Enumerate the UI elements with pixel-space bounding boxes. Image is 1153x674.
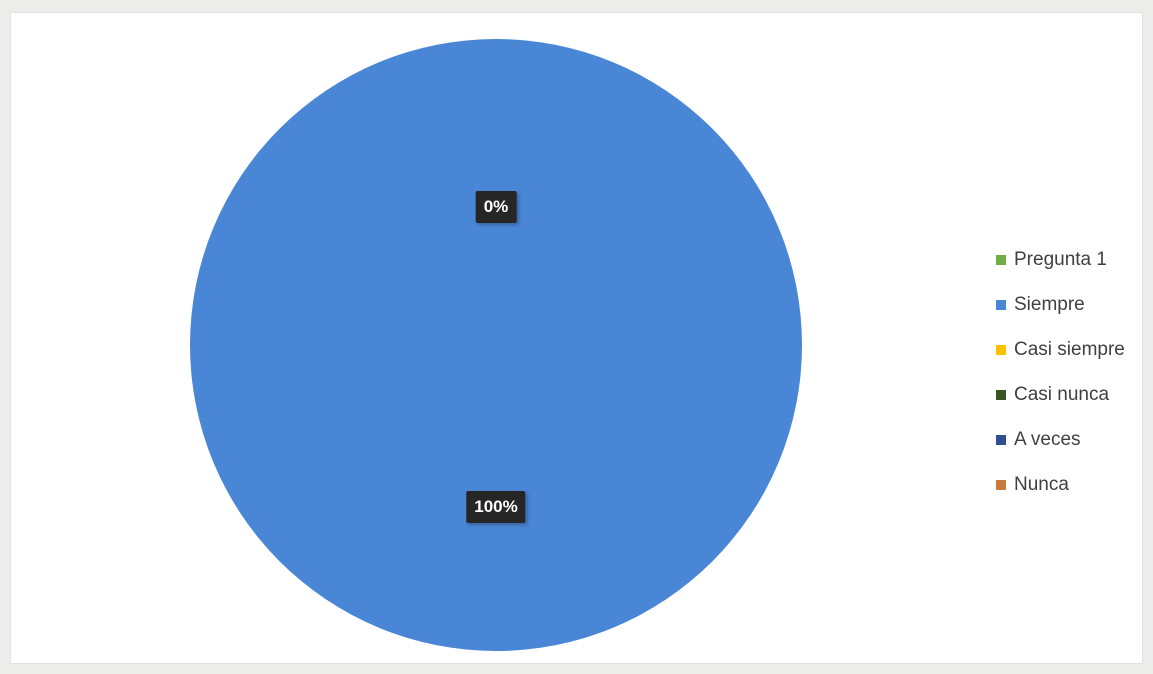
legend-item-pregunta-1: Pregunta 1	[996, 237, 1125, 282]
legend-item-casi-siempre: Casi siempre	[996, 327, 1125, 372]
data-label-pregunta-1: 0%	[475, 191, 517, 224]
legend: Pregunta 1 Siempre Casi siempre Casi nunca A…	[996, 237, 1125, 507]
legend-item-a-veces: A veces	[996, 417, 1125, 462]
legend-swatch	[996, 479, 1006, 490]
chart-area: 0% 100% Pregunta 1 Siempre Casi siempre Casi…	[10, 12, 1143, 664]
legend-label: Siempre	[1014, 293, 1085, 315]
legend-swatch	[996, 299, 1006, 310]
legend-label: Casi siempre	[1014, 338, 1125, 360]
legend-item-casi-nunca: Casi nunca	[996, 372, 1125, 417]
legend-label: Casi nunca	[1014, 383, 1110, 405]
legend-swatch	[996, 254, 1006, 265]
legend-item-nunca: Nunca	[996, 462, 1125, 507]
legend-item-siempre: Siempre	[996, 282, 1125, 327]
legend-swatch	[996, 434, 1006, 445]
legend-swatch	[996, 389, 1006, 400]
legend-swatch	[996, 344, 1006, 355]
data-label-siempre: 100%	[466, 491, 526, 524]
legend-label: A veces	[1014, 428, 1081, 450]
legend-label: Pregunta 1	[1014, 248, 1107, 270]
pie-slice-siempre	[190, 39, 802, 651]
legend-label: Nunca	[1014, 473, 1069, 495]
pie-chart	[190, 39, 802, 651]
